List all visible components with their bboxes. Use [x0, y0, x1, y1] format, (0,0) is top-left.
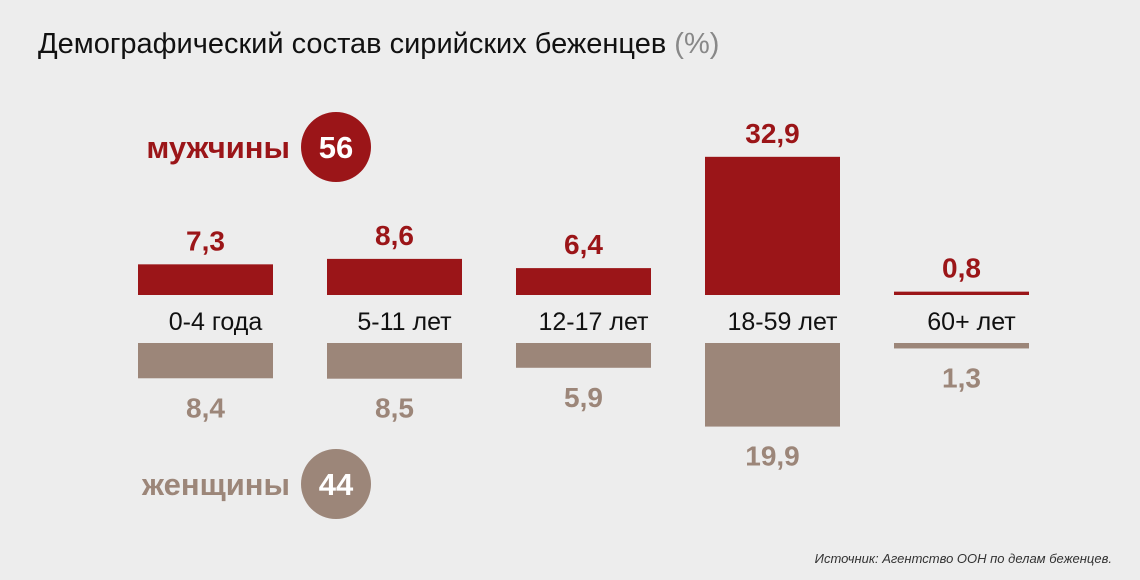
- female-value-label: 8,4: [186, 392, 225, 423]
- male-bar: [327, 258, 462, 295]
- male-bar: [894, 291, 1029, 295]
- male-value-label: 6,4: [564, 229, 603, 260]
- legend-female-circle: [301, 449, 371, 519]
- category-label: 60+ лет: [927, 308, 1016, 336]
- legend-female-total: 44: [319, 467, 354, 502]
- category-label: 18-59 лет: [728, 308, 839, 336]
- female-value-label: 5,9: [564, 382, 603, 413]
- female-bar: [138, 343, 273, 379]
- category-label: 5-11 лет: [357, 308, 452, 336]
- female-bar: [894, 343, 1029, 349]
- female-value-label: 1,3: [942, 362, 981, 393]
- legend-male-total: 56: [319, 130, 353, 165]
- female-bar: [327, 343, 462, 379]
- female-bar: [705, 343, 840, 427]
- male-value-label: 0,8: [942, 253, 981, 284]
- title-unit: (%): [674, 28, 720, 60]
- female-value-label: 8,5: [375, 393, 414, 424]
- male-value-label: 32,9: [745, 118, 800, 149]
- male-value-label: 8,6: [375, 220, 414, 251]
- chart-title: Демографический состав сирийских беженце…: [38, 28, 719, 61]
- female-value-label: 19,9: [745, 441, 800, 472]
- male-bar: [138, 264, 273, 295]
- legend-male-circle: [301, 112, 371, 182]
- male-bar: [516, 268, 651, 295]
- category-label: 12-17 лет: [539, 308, 650, 336]
- legend-male-label: мужчины: [146, 130, 290, 165]
- title-text: Демографический состав сирийских беженце…: [38, 28, 667, 60]
- source-note: Источник: Агентство ООН по делам беженце…: [814, 551, 1112, 566]
- male-value-label: 7,3: [186, 225, 225, 256]
- category-label: 0-4 года: [169, 308, 263, 336]
- legend-female-label: женщины: [141, 467, 290, 502]
- female-bar: [516, 343, 651, 368]
- male-bar: [705, 156, 840, 295]
